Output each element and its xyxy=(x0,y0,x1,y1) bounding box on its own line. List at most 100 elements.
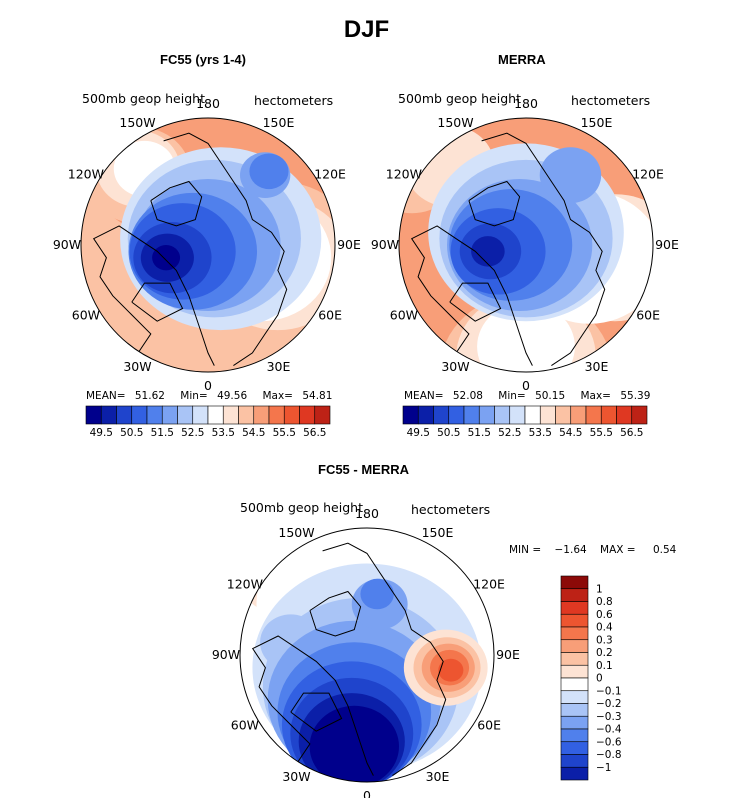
colorbar-swatch xyxy=(560,728,589,743)
lon-label: 180 xyxy=(196,96,220,111)
colorbar-tick: −0.2 xyxy=(596,698,622,710)
lon-label: 150W xyxy=(119,115,155,130)
min-value: 49.56 xyxy=(217,390,248,402)
lon-label: 60E xyxy=(636,308,660,323)
colorbar-swatch xyxy=(560,754,589,768)
max-label: Max= xyxy=(262,390,293,402)
colorbar-swatch xyxy=(314,405,331,425)
mean-label: MEAN= xyxy=(86,390,126,402)
colorbar-tick: 50.5 xyxy=(437,427,460,439)
colorbar-tick: 54.5 xyxy=(559,427,582,439)
field-contour xyxy=(309,705,400,782)
lon-label: 30W xyxy=(123,359,151,374)
colorbar-swatch xyxy=(560,626,589,641)
field-contour xyxy=(539,147,602,204)
coastline xyxy=(131,282,184,322)
colorbar-tick: 56.5 xyxy=(620,427,643,439)
field-fill xyxy=(240,528,494,782)
lon-label: 120W xyxy=(386,167,422,182)
colorbar-tick: 55.5 xyxy=(590,427,613,439)
panel-title-merra: MERRA xyxy=(498,52,546,67)
max-value: 0.54 xyxy=(652,544,677,556)
lon-label: 90E xyxy=(337,237,361,252)
colorbar-swatch xyxy=(560,601,589,615)
colorbar-tick: 49.5 xyxy=(90,427,113,439)
colorbar-tick: −0.1 xyxy=(596,685,622,697)
stats-line-fc55: MEAN= 51.62 Min= 49.56 Max= 54.81 xyxy=(86,390,332,402)
colorbar-tick: 1 xyxy=(596,583,603,595)
colorbar-swatch xyxy=(560,639,589,653)
panel-title-fc55: FC55 (yrs 1-4) xyxy=(160,52,246,67)
field-contour xyxy=(438,658,464,682)
min-value: −1.64 xyxy=(554,544,587,556)
lon-label: 30W xyxy=(282,769,310,784)
field-contour xyxy=(152,245,181,271)
colorbar-swatch xyxy=(560,575,589,590)
lon-label: 90E xyxy=(655,237,679,252)
mean-value: 51.62 xyxy=(134,390,165,402)
coastline xyxy=(322,542,447,777)
field-contour xyxy=(249,153,289,190)
lon-label: 150W xyxy=(278,525,314,540)
colorbar-tick: 49.5 xyxy=(407,427,430,439)
stats-line-diff: MIN = −1.64 MAX = 0.54 xyxy=(509,544,676,556)
colorbar-tick: −0.8 xyxy=(596,749,622,761)
lon-label: 180 xyxy=(355,506,379,521)
variable-label-fc55: 500mb geop height xyxy=(82,91,205,106)
variable-label-merra: 500mb geop height xyxy=(398,91,521,106)
field-fill xyxy=(81,118,335,372)
colorbar-swatch xyxy=(560,652,589,666)
units-label-merra: hectometers xyxy=(571,93,651,108)
coastline xyxy=(251,635,374,776)
coastline xyxy=(290,692,343,732)
colorbar-tick: −0.3 xyxy=(596,711,622,723)
lon-label: 60W xyxy=(231,718,259,733)
coastline xyxy=(481,132,606,367)
field-fill xyxy=(399,118,653,372)
max-label: MAX = xyxy=(600,544,636,556)
panel-title-diff: FC55 - MERRA xyxy=(318,462,410,477)
colorbar-tick: −0.4 xyxy=(596,724,622,736)
units-label-diff: hectometers xyxy=(411,502,491,517)
max-value: 55.39 xyxy=(620,390,651,402)
stats-line-merra: MEAN= 52.08 Min= 50.15 Max= 55.39 xyxy=(404,390,650,402)
colorbar-tick: 0.6 xyxy=(596,609,613,621)
lon-label: 120W xyxy=(68,167,104,182)
colorbar-swatch xyxy=(560,766,589,781)
colorbar-tick: 0.8 xyxy=(596,596,613,608)
lon-label: 30E xyxy=(426,769,450,784)
lon-label: 180 xyxy=(514,96,538,111)
colorbar-swatch xyxy=(560,588,589,602)
lon-label: 30W xyxy=(441,359,469,374)
lon-label: 90W xyxy=(371,237,399,252)
mean-value: 52.08 xyxy=(452,390,483,402)
colorbar-tick: 52.5 xyxy=(181,427,204,439)
colorbar-tick: 51.5 xyxy=(468,427,491,439)
units-label-fc55: hectometers xyxy=(254,93,334,108)
main-title: DJF xyxy=(343,16,390,43)
max-label: Max= xyxy=(580,390,611,402)
lon-label: 150E xyxy=(263,115,295,130)
colorbar-tick: 0.4 xyxy=(596,622,613,634)
coastline xyxy=(92,225,215,366)
lon-label: 30E xyxy=(267,359,291,374)
colorbar-tick: 53.5 xyxy=(529,427,552,439)
field-contour xyxy=(477,302,575,372)
colorbar-swatch xyxy=(560,613,589,628)
coastline xyxy=(468,180,521,227)
map-border xyxy=(239,527,495,783)
colorbar-swatch xyxy=(560,677,589,692)
colorbar-swatch xyxy=(631,405,648,425)
lon-label: 60W xyxy=(390,308,418,323)
colorbar-tick: 54.5 xyxy=(242,427,265,439)
colorbar-tick: 50.5 xyxy=(120,427,143,439)
min-label: Min= xyxy=(180,390,208,402)
colorbar-tick: 51.5 xyxy=(151,427,174,439)
variable-label-diff: 500mb geop height xyxy=(240,500,363,515)
